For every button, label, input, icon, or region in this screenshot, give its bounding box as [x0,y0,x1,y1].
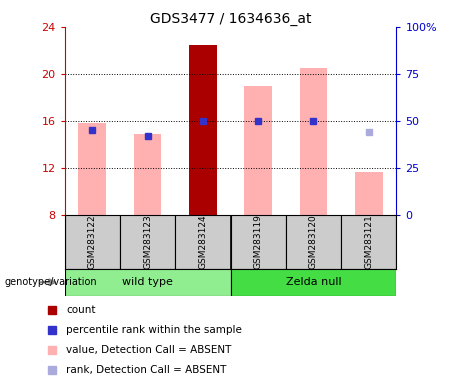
Text: GSM283122: GSM283122 [88,215,97,269]
Bar [65,269,230,296]
Text: Zelda null: Zelda null [286,277,341,287]
Text: GSM283124: GSM283124 [198,215,207,269]
Text: genotype/variation: genotype/variation [5,277,97,287]
Bar [65,215,120,269]
Bar [355,172,383,215]
Bar [175,215,230,269]
Text: value, Detection Call = ABSENT: value, Detection Call = ABSENT [66,345,232,355]
Bar [78,123,106,215]
Title: GDS3477 / 1634636_at: GDS3477 / 1634636_at [150,12,311,26]
Text: count: count [66,305,96,314]
Text: wild type: wild type [122,277,173,287]
Bar [244,86,272,215]
Text: GSM283121: GSM283121 [364,215,373,269]
Bar [286,215,341,269]
Text: percentile rank within the sample: percentile rank within the sample [66,325,242,335]
Bar [134,134,161,215]
Bar [341,215,396,269]
Bar [230,269,396,296]
Bar [189,45,217,215]
Text: GSM283123: GSM283123 [143,215,152,269]
Text: GSM283120: GSM283120 [309,215,318,269]
Bar [300,68,327,215]
Text: rank, Detection Call = ABSENT: rank, Detection Call = ABSENT [66,365,227,375]
Bar [120,215,175,269]
Bar [230,215,286,269]
Text: GSM283119: GSM283119 [254,215,263,269]
